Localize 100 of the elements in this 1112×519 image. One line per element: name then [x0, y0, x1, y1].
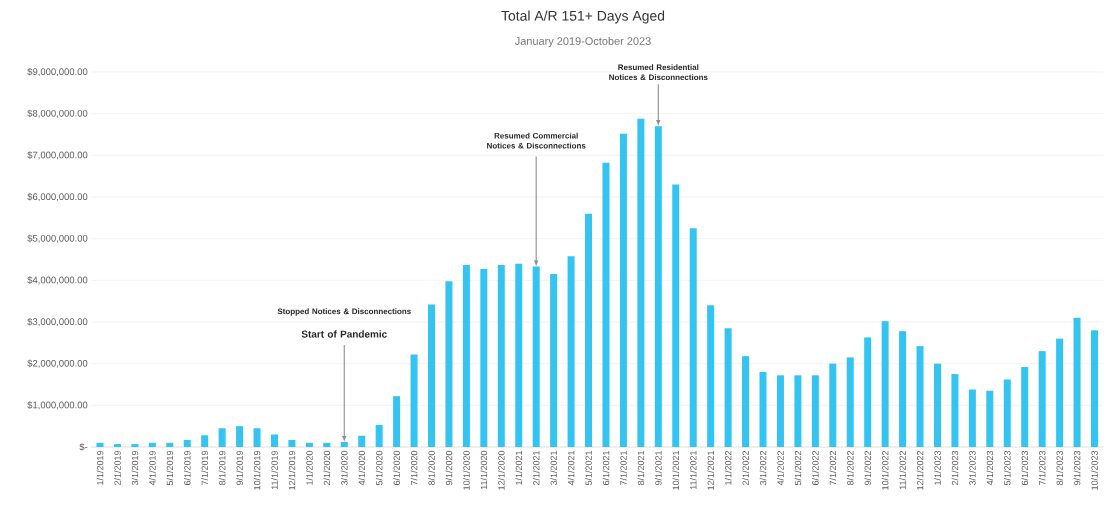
x-tick-label: 5/1/2022: [794, 450, 802, 486]
x-tick-label: 4/1/2021: [567, 450, 575, 486]
bar: [968, 389, 976, 447]
x-tick-label: 6/1/2021: [602, 450, 610, 485]
bar: [986, 390, 994, 447]
x-tick-label: 7/1/2019: [201, 450, 208, 485]
bar: [933, 363, 941, 447]
x-tick-label: 4/1/2019: [149, 450, 156, 486]
bar: [253, 428, 261, 447]
x-tick-label: 6/1/2022: [812, 450, 819, 485]
y-tick-label: $-: [79, 443, 88, 451]
bar: [113, 444, 121, 447]
bar: [183, 439, 191, 447]
x-tick-label: 10/1/2023: [1091, 450, 1098, 490]
x-tick-label: 8/1/2023: [1056, 450, 1063, 486]
y-tick-label: $7,000,000.00: [27, 151, 88, 160]
x-tick-label: 5/1/2021: [585, 450, 592, 486]
x-tick-label: 9/1/2021: [655, 450, 662, 485]
y-tick-label: $8,000,000.00: [27, 109, 88, 118]
bar: [148, 442, 156, 447]
x-tick-label: 10/1/2020: [463, 450, 470, 490]
bar: [428, 304, 435, 447]
x-tick-label: 12/1/2021: [707, 450, 714, 490]
x-tick-label: 6/1/2023: [1021, 450, 1029, 485]
bar: [619, 133, 627, 447]
x-tick-label: 4/1/2022: [777, 450, 784, 486]
x-tick-label: 7/1/2021: [620, 450, 627, 485]
x-tick-label: 7/1/2023: [1038, 450, 1046, 485]
bar: [1073, 317, 1081, 447]
x-tick-label: 1/1/2020: [306, 450, 313, 485]
x-tick-label: 10/1/2021: [672, 450, 680, 490]
bar: [1038, 351, 1046, 447]
x-tick-label: 2/1/2023: [951, 450, 959, 485]
x-tick-label: 8/1/2019: [218, 450, 226, 486]
y-tick-label: $3,000,000.00: [27, 317, 88, 327]
bar: [270, 434, 278, 447]
x-tick-label: 7/1/2022: [829, 450, 837, 485]
x-tick-label: 2/1/2020: [323, 450, 331, 485]
bar: [759, 372, 767, 447]
x-tick-label: 6/1/2020: [393, 450, 400, 485]
x-tick-label: 5/1/2023: [1003, 450, 1011, 486]
bar: [829, 363, 837, 447]
x-tick-label: 3/1/2021: [550, 450, 557, 486]
bar: [742, 356, 750, 447]
bar: [497, 264, 505, 447]
chart-title: Total A/R 151+ Days Aged: [501, 10, 665, 24]
bar: [393, 396, 401, 447]
x-tick-label: 5/1/2020: [375, 450, 383, 486]
x-tick-label: 1/1/2019: [96, 450, 104, 485]
bar: [288, 439, 296, 447]
bar: [462, 264, 470, 447]
bar: [567, 256, 575, 447]
x-tick-label: 1/1/2022: [724, 450, 732, 485]
bar: [724, 328, 732, 447]
bar: [1021, 367, 1029, 447]
y-tick-label: $2,000,000.00: [27, 359, 88, 368]
bar: [236, 426, 244, 447]
bar: [445, 281, 453, 447]
x-tick-label: 12/1/2022: [916, 450, 924, 490]
y-tick-label: $5,000,000.00: [27, 234, 88, 243]
x-tick-label: 2/1/2021: [532, 450, 540, 485]
x-tick-label: 3/1/2023: [969, 450, 976, 486]
x-tick-label: 7/1/2020: [410, 450, 418, 485]
x-tick-label: 12/1/2019: [288, 450, 296, 490]
x-tick-label: 6/1/2019: [183, 450, 191, 485]
bar: [375, 424, 383, 447]
x-tick-label: 9/1/2023: [1073, 450, 1081, 485]
x-tick-label: 11/1/2021: [689, 450, 697, 490]
bar: [916, 346, 924, 447]
bar: [951, 374, 959, 447]
bar: [218, 428, 226, 447]
x-tick-label: 9/1/2020: [445, 450, 453, 485]
x-tick-label: 10/1/2019: [253, 450, 261, 490]
x-tick-label: 9/1/2019: [236, 450, 243, 485]
x-tick-label: 10/1/2022: [881, 450, 889, 490]
bar: [166, 442, 174, 447]
bar: [776, 375, 784, 447]
x-tick-label: 8/1/2020: [428, 450, 435, 486]
bar: [410, 354, 418, 447]
bar: [131, 444, 139, 447]
bar: [323, 442, 331, 447]
x-tick-label: 8/1/2022: [846, 450, 854, 486]
bar: [96, 442, 104, 447]
bar: [811, 375, 819, 447]
chart-subtitle: January 2019-October 2023: [514, 36, 651, 48]
x-tick-label: 11/1/2022: [899, 450, 906, 490]
bar: [672, 184, 680, 447]
bar: [585, 213, 593, 447]
bar: [846, 357, 854, 447]
x-tick-label: 11/1/2020: [480, 450, 488, 490]
x-tick-label: 12/1/2020: [497, 450, 505, 490]
x-tick-label: 4/1/2020: [358, 450, 366, 486]
bar: [305, 442, 313, 447]
bar: [515, 263, 523, 447]
bar: [602, 162, 610, 447]
y-tick-label: $1,000,000.00: [27, 401, 88, 410]
bar: [358, 435, 366, 447]
x-tick-label: 2/1/2019: [114, 450, 121, 485]
x-tick-label: 4/1/2023: [986, 450, 994, 486]
y-tick-label: $9,000,000.00: [27, 67, 88, 77]
